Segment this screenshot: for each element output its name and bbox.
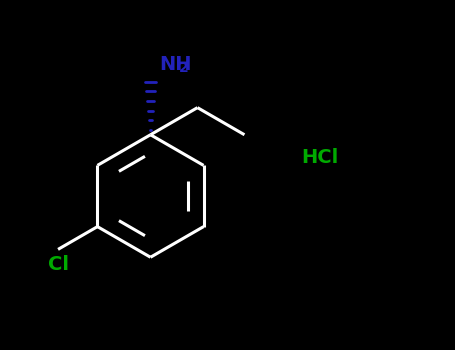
Text: Cl: Cl [48,255,69,274]
Text: 2: 2 [178,61,188,75]
Text: HCl: HCl [301,148,338,167]
Text: NH: NH [159,55,192,74]
